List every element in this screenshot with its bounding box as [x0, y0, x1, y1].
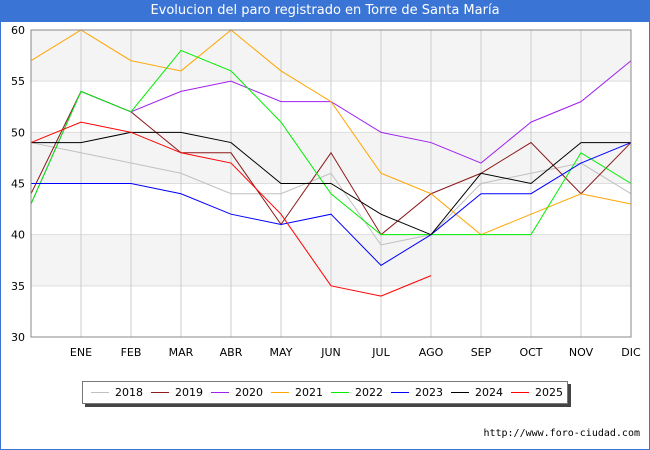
x-tick-label: ENE: [70, 346, 92, 359]
x-tick-label: FEB: [121, 346, 142, 359]
y-tick-label: 45: [11, 178, 25, 191]
x-tick-label: DIC: [621, 346, 641, 359]
legend-label: 2023: [415, 386, 443, 399]
x-tick-label: JUN: [320, 346, 341, 359]
y-tick-label: 35: [11, 280, 25, 293]
legend-label: 2019: [175, 386, 203, 399]
x-tick-label: AGO: [419, 346, 444, 359]
x-tick-label: SEP: [471, 346, 492, 359]
y-tick-label: 55: [11, 75, 25, 88]
x-tick-label: NOV: [569, 346, 594, 359]
legend-swatch: [511, 392, 529, 393]
series-line-2021: [30, 29, 632, 236]
legend-swatch: [451, 392, 469, 393]
legend-label: 2022: [355, 386, 383, 399]
x-tick-label: MAR: [169, 346, 194, 359]
legend-swatch: [331, 392, 349, 393]
legend-label: 2020: [235, 386, 263, 399]
legend-label: 2021: [295, 386, 323, 399]
legend-swatch: [391, 392, 409, 393]
y-tick-label: 50: [11, 126, 25, 139]
y-tick-label: 40: [11, 229, 25, 242]
series-lines: [30, 29, 632, 297]
x-tick-label: MAY: [270, 346, 293, 359]
y-tick-label: 30: [11, 331, 25, 344]
series-line-2018: [30, 142, 632, 246]
x-axis-ticks: ENE FEB MAR ABR MAY JUN JUL AGO SEP OCT NOV DIC: [70, 346, 641, 359]
series-line-2025: [30, 121, 432, 297]
x-tick-label: JUL: [371, 346, 390, 359]
legend: 2018 2019 2020 2021 2022 2023 2024 2025: [82, 381, 568, 404]
chart-title: Evolucion del paro registrado en Torre d…: [0, 0, 650, 22]
legend-label: 2025: [535, 386, 563, 399]
source-url: http://www.foro-ciudad.com: [483, 428, 640, 439]
legend-swatch: [91, 392, 109, 393]
legend-label: 2024: [475, 386, 503, 399]
legend-label: 2018: [115, 386, 143, 399]
legend-swatch: [211, 392, 229, 393]
plot-border: [30, 29, 632, 338]
x-tick-label: ABR: [220, 346, 243, 359]
series-line-2023: [31, 142, 632, 267]
x-tick-label: OCT: [519, 346, 542, 359]
y-axis-ticks: 30 35 40 45 50 55 60: [11, 24, 25, 344]
series-line-2022: [30, 49, 632, 236]
y-tick-label: 60: [11, 24, 25, 37]
legend-swatch: [271, 392, 289, 393]
legend-swatch: [151, 392, 169, 393]
